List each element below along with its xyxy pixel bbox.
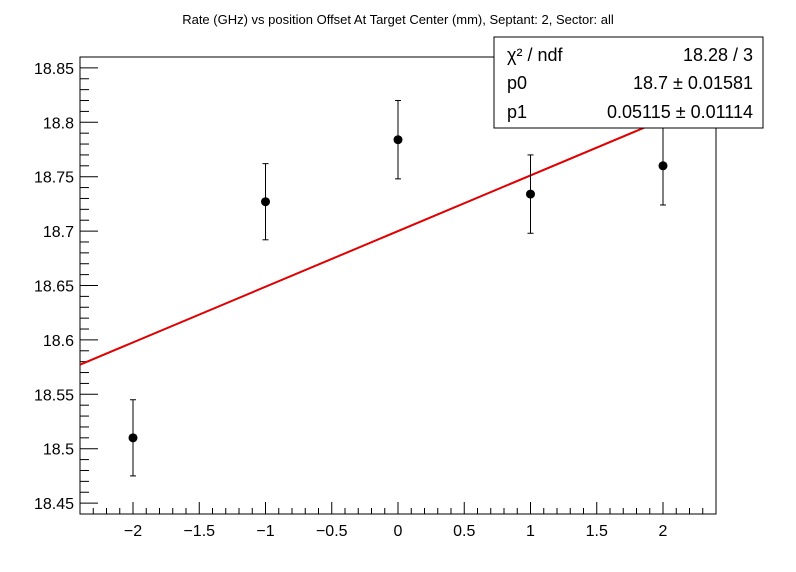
data-point: [128, 433, 138, 443]
y-tick-label: 18.65: [34, 279, 74, 296]
data-point: [526, 189, 535, 199]
y-tick-label: 18.7: [43, 224, 74, 241]
y-tick-label: 18.8: [43, 115, 74, 132]
stats-value-p0: 18.7 ± 0.01581: [633, 73, 753, 93]
y-tick-label: 18.6: [43, 333, 74, 350]
x-tick-label: −2: [124, 523, 142, 540]
stats-value-chi2: 18.28 / 3: [683, 45, 753, 65]
x-tick-label: 0: [394, 523, 403, 540]
x-axis: −2 −1.5 −1 −0.5 0 0.5 1 1.5 2: [92, 502, 717, 540]
stats-label-p0: p0: [507, 73, 527, 93]
data-point: [261, 197, 270, 207]
fit-stats-box: χ² / ndf 18.28 / 3 p0 18.7 ± 0.01581 p1 …: [493, 36, 764, 129]
stats-label-p1: p1: [507, 102, 527, 122]
x-tick-label: −0.5: [316, 523, 348, 540]
x-tick-label: −1: [256, 523, 274, 540]
y-tick-label: 18.75: [34, 170, 74, 187]
x-tick-label: 2: [659, 523, 668, 540]
y-axis: 18.45 18.5 18.55 18.6 18.65 18.7 18.75 18.8 18.8…: [34, 56, 98, 515]
y-tick-label: 18.85: [34, 61, 74, 78]
data-point: [393, 135, 403, 145]
chart-title: Rate (GHz) vs position Offset At Target …: [182, 12, 614, 27]
y-tick-label: 18.55: [34, 387, 74, 404]
x-tick-label: −1.5: [183, 523, 215, 540]
fit-line: [79, 96, 717, 366]
stats-label-chi2: χ² / ndf: [507, 45, 563, 65]
stats-value-p1: 0.05115 ± 0.01114: [607, 102, 753, 122]
y-tick-label: 18.5: [43, 442, 74, 459]
x-tick-label: 0.5: [453, 523, 475, 540]
x-tick-label: 1.5: [586, 523, 608, 540]
data-point: [658, 161, 668, 171]
stats-box-frame: [493, 36, 764, 129]
fit-line-layer: [79, 96, 717, 366]
y-tick-label: 18.45: [34, 496, 74, 513]
x-tick-label: 1: [526, 523, 535, 540]
